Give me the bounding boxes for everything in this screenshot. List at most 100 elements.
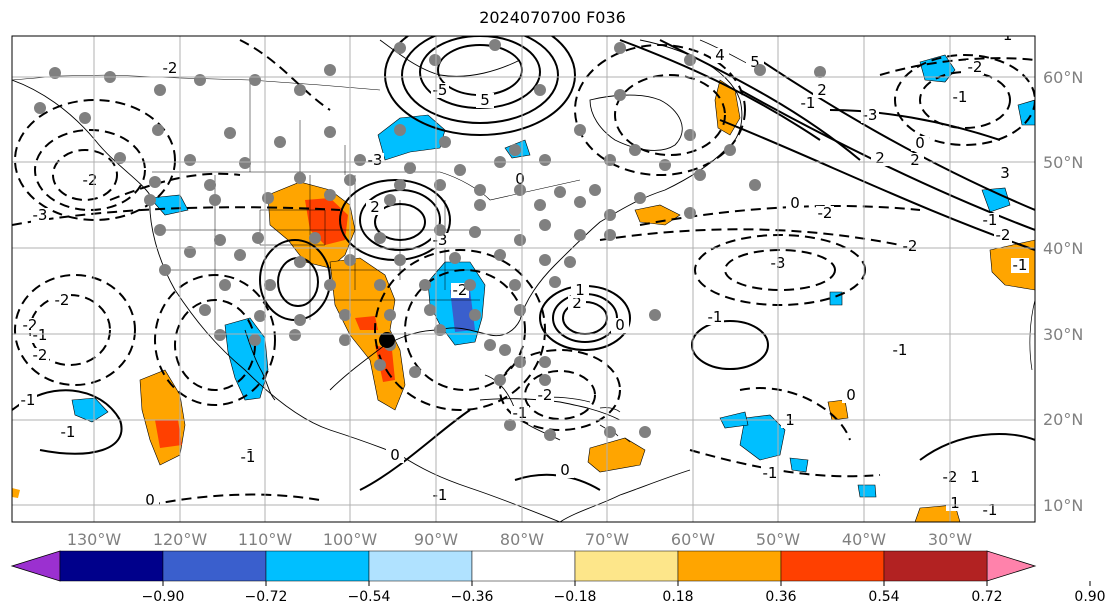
contour-label: -1 <box>893 341 908 359</box>
station-dot <box>684 129 696 141</box>
station-dot <box>724 144 736 156</box>
station-dot <box>434 179 446 191</box>
station-dot <box>489 39 501 51</box>
station-dot <box>534 199 546 211</box>
station-dot <box>324 279 336 291</box>
contour-label-bg <box>536 388 554 403</box>
contour-label-bg <box>386 448 404 463</box>
station-dot <box>354 154 366 166</box>
station-dot <box>564 256 576 268</box>
lon-label: 120°W <box>153 530 208 549</box>
colorbar-segment <box>368 550 473 582</box>
contour-label-bg <box>816 206 834 221</box>
station-dot <box>214 234 226 246</box>
station-dot <box>604 154 616 166</box>
contour-label: 0 <box>846 386 856 404</box>
contour-label: -5 <box>433 81 448 99</box>
contour-label-bg <box>19 393 37 408</box>
station-dot <box>694 169 706 181</box>
contour-label-bg <box>813 83 831 98</box>
lon-label: 60°W <box>671 530 715 549</box>
contour-label: -3 <box>368 151 383 169</box>
station-dot <box>454 164 466 176</box>
station-dot <box>214 329 226 341</box>
highlight-dot <box>379 332 395 348</box>
contour-label-bg <box>996 36 1014 43</box>
station-dot <box>252 232 264 244</box>
contour-label: -1 <box>61 423 76 441</box>
station-dot <box>684 207 696 219</box>
station-dot <box>339 309 351 321</box>
contour-label-bg <box>799 96 817 111</box>
contour-label: -3 <box>33 206 48 224</box>
station-dot <box>514 356 526 368</box>
contour-label: -2 <box>453 281 468 299</box>
station-dot <box>384 194 396 206</box>
station-dot <box>429 54 441 66</box>
colorbar-extend-high <box>986 550 1037 582</box>
station-dot <box>249 74 261 86</box>
station-dot <box>409 366 421 378</box>
contour-label-bg <box>761 466 779 481</box>
contour-label-bg <box>141 493 159 508</box>
contour-label: 5 <box>480 91 490 109</box>
station-dot <box>544 429 556 441</box>
colorbar-tick-label: −0.72 <box>245 589 288 605</box>
station-dot <box>539 374 551 386</box>
station-dot <box>404 162 416 174</box>
contour-label: 2 <box>572 294 582 312</box>
station-dot <box>484 339 496 351</box>
station-dot <box>34 102 46 114</box>
contour-label: -2 <box>996 226 1011 244</box>
contour-label-bg <box>901 239 919 254</box>
station-dot <box>449 252 461 264</box>
lat-label: 40°N <box>1043 239 1083 258</box>
contour-label-bg <box>996 166 1014 181</box>
station-dot <box>294 84 306 96</box>
contour-label: -1 <box>998 26 1013 44</box>
station-dot <box>199 304 211 316</box>
station-dot <box>224 127 236 139</box>
contour-label: 2 <box>875 149 885 167</box>
contour-label-bg <box>994 228 1012 243</box>
contour-label: -1 <box>241 448 256 466</box>
station-dot <box>604 229 616 241</box>
contour-label-bg <box>711 48 729 63</box>
contour-label: -1 <box>983 211 998 229</box>
colorbar-tick-label: 0.90 <box>1074 589 1105 605</box>
contour-label-bg <box>476 93 494 108</box>
contour-label: 0 <box>915 134 925 152</box>
contour-label: -1 <box>21 391 36 409</box>
lat-label: 10°N <box>1043 496 1083 515</box>
contour-label-bg <box>706 310 724 325</box>
colorbar-tick-label: 0.36 <box>765 589 796 605</box>
station-dot <box>514 234 526 246</box>
contour-label: -1 <box>763 464 778 482</box>
station-dot <box>439 136 451 148</box>
station-dot <box>604 209 616 221</box>
station-dot <box>159 264 171 276</box>
colorbar-segment <box>162 550 267 582</box>
lon-label: 100°W <box>323 530 378 549</box>
longitude-labels: 130°W 120°W 110°W 100°W 90°W 80°W 70°W 6… <box>67 530 972 549</box>
contour-label-bg <box>31 208 49 223</box>
station-dot <box>394 42 406 54</box>
colorbar-segment <box>677 550 782 582</box>
latitude-labels: 10°N 20°N 30°N 40°N 50°N 60°N <box>1043 68 1083 515</box>
station-dot <box>294 256 306 268</box>
station-dot <box>539 356 551 368</box>
station-dot <box>574 196 586 208</box>
station-dot <box>469 309 481 321</box>
station-dot <box>434 324 446 336</box>
contour-label-bg <box>951 90 969 105</box>
contour-label-bg <box>556 463 574 478</box>
contour-label-bg <box>891 343 909 358</box>
lon-label: 80°W <box>500 530 544 549</box>
station-dot <box>539 219 551 231</box>
contour-label-bg <box>511 172 529 187</box>
station-dot <box>634 192 646 204</box>
station-dot <box>629 144 641 156</box>
station-dot <box>539 254 551 266</box>
lon-label: 30°W <box>928 530 972 549</box>
station-dot <box>219 279 231 291</box>
